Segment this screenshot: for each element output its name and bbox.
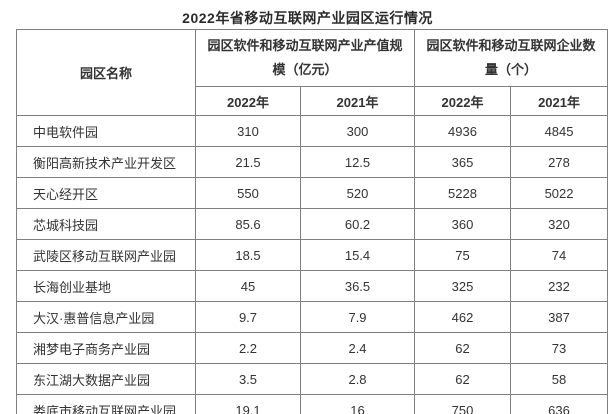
count-2021: 320 bbox=[510, 208, 609, 240]
park-name: 湘梦电子商务产业园 bbox=[16, 332, 196, 364]
output-2022: 21.5 bbox=[195, 146, 301, 178]
output-2021: 60.2 bbox=[299, 208, 416, 240]
count-2022: 360 bbox=[414, 208, 512, 240]
output-2022: 45 bbox=[195, 270, 301, 302]
park-name: 天心经开区 bbox=[16, 177, 196, 209]
header-row-groups: 园区名称 园区软件和移动互联网产业产值规模（亿元） 园区软件和移动互联网企业数量… bbox=[16, 29, 609, 116]
count-2022: 325 bbox=[414, 270, 512, 302]
output-2022: 85.6 bbox=[195, 208, 301, 240]
table-row: 天心经开区 550 520 5228 5022 bbox=[16, 177, 609, 209]
count-2022: 62 bbox=[414, 332, 512, 364]
count-2021: 4845 bbox=[510, 115, 609, 147]
count-2022: 75 bbox=[414, 239, 512, 271]
count-2021: 636 bbox=[510, 394, 609, 414]
count-2022: 5228 bbox=[414, 177, 512, 209]
header-group-enterprise-count: 园区软件和移动互联网企业数量（个） bbox=[414, 29, 609, 87]
park-name: 大汉·惠普信息产业园 bbox=[16, 301, 196, 333]
output-2022: 550 bbox=[195, 177, 301, 209]
output-2022: 2.2 bbox=[195, 332, 301, 364]
park-name: 中电软件园 bbox=[16, 115, 196, 147]
table-row: 芯城科技园 85.6 60.2 360 320 bbox=[16, 208, 609, 240]
count-2022: 62 bbox=[414, 363, 512, 395]
count-2022: 462 bbox=[414, 301, 512, 333]
output-2021: 520 bbox=[299, 177, 416, 209]
page-title: 2022年省移动互联网产业园区运行情况 bbox=[182, 10, 433, 26]
park-operations-table: 园区名称 园区软件和移动互联网产业产值规模（亿元） 园区软件和移动互联网企业数量… bbox=[16, 29, 609, 414]
output-2021: 300 bbox=[299, 115, 416, 147]
park-name: 武陵区移动互联网产业园 bbox=[16, 239, 196, 271]
count-2021: 387 bbox=[510, 301, 609, 333]
count-2021: 58 bbox=[510, 363, 609, 395]
output-2022: 18.5 bbox=[195, 239, 301, 271]
output-2021: 36.5 bbox=[299, 270, 416, 302]
output-2021: 2.4 bbox=[299, 332, 416, 364]
count-2021: 74 bbox=[510, 239, 609, 271]
header-year-count-2021: 2021年 bbox=[510, 86, 609, 116]
header-year-count-2022: 2022年 bbox=[414, 86, 512, 116]
park-name: 芯城科技园 bbox=[16, 208, 196, 240]
header-year-output-2021: 2021年 bbox=[299, 86, 416, 116]
count-2022: 365 bbox=[414, 146, 512, 178]
table-row: 长海创业基地 45 36.5 325 232 bbox=[16, 270, 609, 302]
park-name: 东江湖大数据产业园 bbox=[16, 363, 196, 395]
table-row: 东江湖大数据产业园 3.5 2.8 62 58 bbox=[16, 363, 609, 395]
table-row: 娄底市移动互联网产业园 19.1 16 750 636 bbox=[16, 394, 609, 414]
output-2021: 16 bbox=[299, 394, 416, 414]
park-name: 长海创业基地 bbox=[16, 270, 196, 302]
output-2022: 3.5 bbox=[195, 363, 301, 395]
header-year-output-2022: 2022年 bbox=[195, 86, 301, 116]
header-group-output-scale: 园区软件和移动互联网产业产值规模（亿元） bbox=[194, 29, 416, 87]
count-2022: 4936 bbox=[414, 115, 512, 147]
park-name: 娄底市移动互联网产业园 bbox=[16, 394, 196, 414]
table-body: 中电软件园 310 300 4936 4845 衡阳高新技术产业开发区 21.5… bbox=[16, 115, 609, 414]
output-2021: 7.9 bbox=[299, 301, 416, 333]
output-2022: 9.7 bbox=[195, 301, 301, 333]
table-row: 衡阳高新技术产业开发区 21.5 12.5 365 278 bbox=[16, 146, 609, 178]
output-2021: 2.8 bbox=[299, 363, 416, 395]
count-2021: 278 bbox=[510, 146, 609, 178]
table-header: 园区名称 园区软件和移动互联网产业产值规模（亿元） 园区软件和移动互联网企业数量… bbox=[16, 29, 609, 116]
table-row: 中电软件园 310 300 4936 4845 bbox=[16, 115, 609, 147]
count-2022: 750 bbox=[414, 394, 512, 414]
table-row: 湘梦电子商务产业园 2.2 2.4 62 73 bbox=[16, 332, 609, 364]
output-2022: 310 bbox=[195, 115, 301, 147]
output-2021: 15.4 bbox=[299, 239, 416, 271]
count-2021: 232 bbox=[510, 270, 609, 302]
table-row: 大汉·惠普信息产业园 9.7 7.9 462 387 bbox=[16, 301, 609, 333]
header-row-years: 2022年 2021年 2022年 2021年 bbox=[17, 86, 609, 116]
output-2021: 12.5 bbox=[299, 146, 416, 178]
header-park-name: 园区名称 bbox=[16, 29, 196, 116]
output-2022: 19.1 bbox=[195, 394, 301, 414]
count-2021: 5022 bbox=[510, 177, 609, 209]
count-2021: 73 bbox=[510, 332, 609, 364]
table-row: 武陵区移动互联网产业园 18.5 15.4 75 74 bbox=[16, 239, 609, 271]
park-name: 衡阳高新技术产业开发区 bbox=[16, 146, 196, 178]
